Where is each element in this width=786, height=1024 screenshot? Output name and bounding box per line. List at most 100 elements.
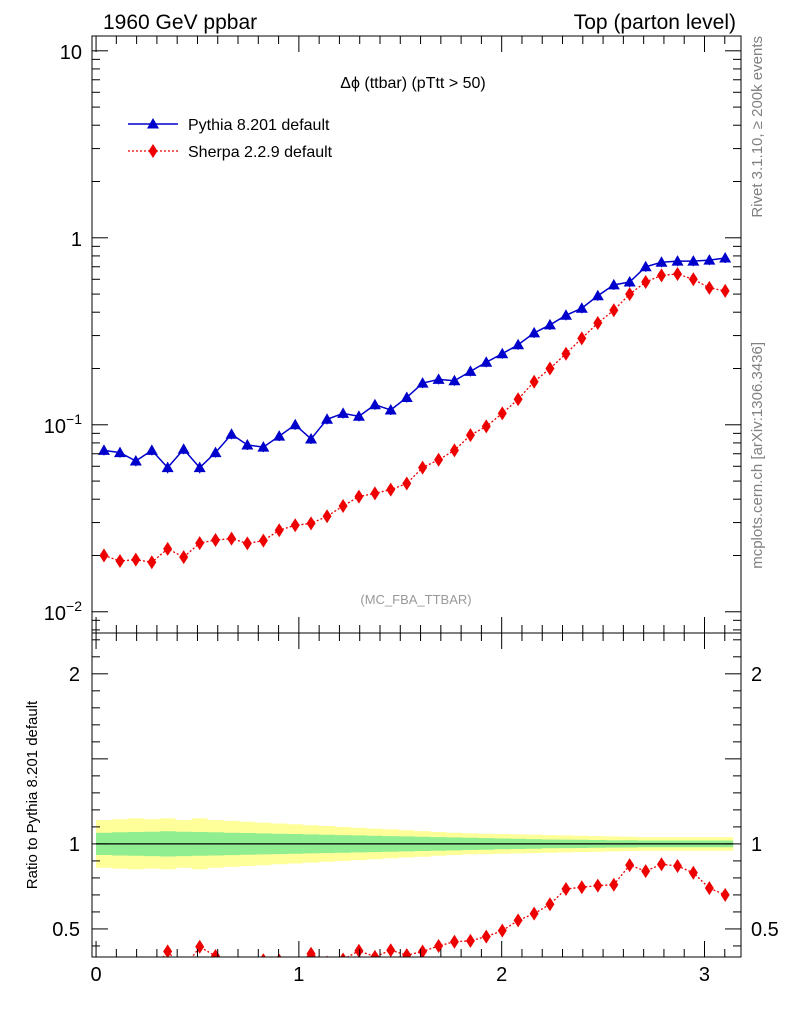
main-panel: 10 1 10−1 10−2 Δϕ (ttbar) (pTtt > 50) (MC_F… — [44, 35, 742, 634]
pythia-point — [687, 255, 700, 266]
analysis-watermark: (MC_FBA_TTBAR) — [360, 592, 471, 607]
sherpa-ratio-point — [593, 878, 603, 893]
sherpa-point — [163, 541, 173, 556]
pythia-point — [416, 377, 429, 388]
pythia-point — [591, 289, 604, 301]
pythia-point — [352, 410, 365, 421]
ratio-y-tick-label-right: 1 — [751, 834, 762, 856]
legend-pythia-marker — [147, 118, 159, 129]
main-y-tick-label: 10−2 — [44, 598, 82, 625]
ratio-y-tick-label: 1 — [69, 834, 80, 856]
sherpa-point — [227, 531, 237, 546]
ratio-x-tick-label: 2 — [496, 964, 507, 986]
sherpa-ratio-point — [135, 956, 137, 957]
pythia-point — [528, 326, 541, 338]
sherpa-ratio-point — [704, 881, 714, 896]
pythia-point — [448, 374, 461, 386]
sherpa-ratio-point — [561, 881, 571, 896]
main-plot-content — [97, 251, 732, 570]
sherpa-ratio-point — [147, 964, 156, 978]
sherpa-point — [434, 452, 444, 467]
legend-sherpa-marker — [148, 144, 158, 158]
pythia-point — [145, 444, 158, 455]
rivet-version-label: Rivet 3.1.10, ≥ 200k events — [749, 36, 766, 218]
sherpa-point — [195, 536, 205, 551]
sherpa-ratio-point — [247, 956, 248, 957]
plot-title: Δϕ (ttbar) (pTtt > 50) — [340, 75, 485, 92]
ratio-y-tick-label-right: 0.5 — [751, 919, 779, 941]
sherpa-point — [290, 518, 300, 533]
pythia-point — [432, 373, 445, 384]
pythia-point — [400, 391, 413, 402]
sherpa-point — [322, 509, 332, 524]
ratio-x-tick-label: 1 — [293, 964, 304, 986]
pythia-point — [273, 430, 286, 441]
sherpa-point — [115, 553, 125, 568]
legend-pythia-label: Pythia 8.201 default — [188, 117, 330, 134]
sherpa-ratio-line — [162, 863, 726, 957]
pythia-point — [129, 455, 142, 466]
sherpa-point — [449, 443, 459, 458]
sherpa-ratio-point — [179, 962, 188, 976]
sherpa-point — [673, 267, 683, 282]
sherpa-point — [258, 533, 268, 548]
pythia-point — [209, 446, 222, 458]
pythia-point — [464, 365, 477, 376]
sherpa-point — [720, 283, 730, 298]
sherpa-point — [242, 536, 252, 551]
header-energy-label: 1960 GeV ppbar — [103, 11, 257, 34]
pythia-point — [193, 461, 206, 473]
ratio-x-tick-label: 3 — [699, 964, 710, 986]
pythia-point — [305, 432, 318, 444]
sherpa-ratio-point — [340, 952, 346, 957]
sherpa-ratio-point — [418, 944, 428, 957]
sherpa-point — [529, 374, 539, 389]
sherpa-ratio-point — [577, 880, 587, 895]
sherpa-ratio-point — [276, 953, 282, 957]
pythia-point — [177, 443, 190, 454]
pythia-point — [241, 438, 254, 450]
sherpa-point — [497, 406, 507, 421]
pythia-point — [480, 356, 493, 367]
pythia-point — [384, 403, 397, 415]
sherpa-point — [465, 428, 475, 443]
sherpa-point — [179, 550, 189, 565]
sherpa-point — [147, 555, 157, 570]
pythia-point — [559, 309, 572, 320]
sherpa-ratio-point — [386, 943, 396, 957]
sherpa-point — [338, 498, 348, 513]
sherpa-point — [609, 303, 619, 318]
sherpa-ratio-point — [545, 897, 555, 912]
sherpa-point — [211, 533, 221, 548]
sherpa-ratio-point — [402, 948, 412, 957]
ratio-y-axis-label: Ratio to Pythia 8.201 default — [24, 700, 41, 889]
pythia-point — [113, 446, 126, 458]
sherpa-point — [370, 486, 380, 501]
sherpa-point — [418, 460, 428, 475]
legend: Pythia 8.201 default Sherpa 2.2.9 default — [128, 117, 333, 161]
pythia-point — [257, 441, 270, 452]
sherpa-ratio-point — [306, 946, 316, 957]
main-y-tick-label: 10 — [60, 42, 82, 64]
sherpa-point — [688, 272, 698, 287]
pythia-point — [496, 347, 509, 359]
pythia-point — [337, 407, 350, 418]
sherpa-ratio-point — [370, 949, 380, 957]
sherpa-ratio-point — [326, 955, 329, 957]
sherpa-point — [402, 476, 412, 491]
sherpa-point — [386, 482, 396, 497]
sherpa-ratio-point — [513, 913, 523, 928]
sherpa-ratio-point — [529, 906, 539, 921]
sherpa-point — [354, 489, 364, 504]
pythia-point — [289, 418, 302, 430]
sherpa-ratio-point — [625, 858, 635, 873]
pythia-point — [671, 255, 684, 266]
sherpa-line — [103, 273, 726, 563]
main-y-tick-label: 10−1 — [44, 411, 82, 438]
sherpa-point — [656, 268, 666, 283]
sherpa-point — [99, 548, 109, 563]
sherpa-ratio-point — [227, 960, 236, 974]
ratio-x-tick-label: 0 — [90, 964, 101, 986]
ratio-frame — [91, 632, 742, 958]
sherpa-ratio-point — [497, 923, 507, 938]
